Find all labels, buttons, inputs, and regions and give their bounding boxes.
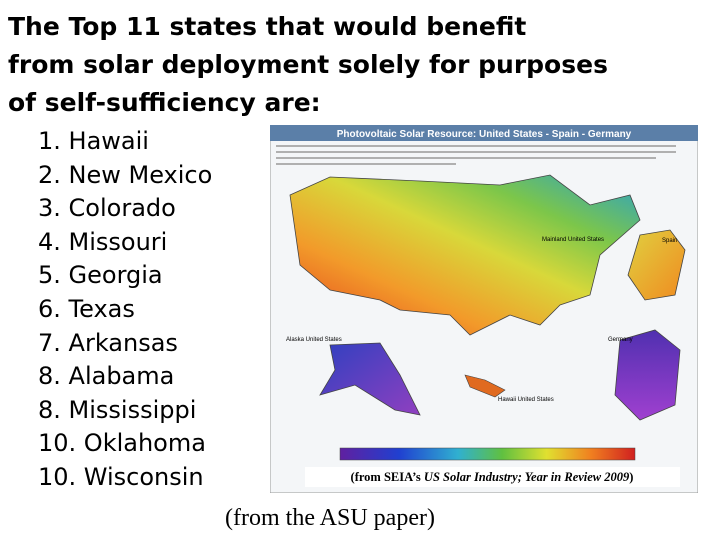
figure-header	[270, 125, 698, 141]
state-item: 10. Oklahoma	[38, 429, 206, 458]
slide-title: of self-sufficiency are:	[8, 88, 321, 117]
state-item: 1. Hawaii	[38, 127, 149, 155]
alaska-map	[319, 342, 421, 416]
state-item: 5. Georgia	[38, 261, 163, 290]
map-label: Alaska United States	[286, 337, 342, 343]
hawaii-map	[464, 374, 506, 398]
caption-text: (from SEIA’s	[351, 470, 424, 484]
caption-italic: US Solar Industry; Year in Review 2009	[424, 470, 630, 484]
caption-bg	[305, 467, 680, 487]
map-label: Hawaii United States	[498, 397, 554, 403]
state-item: 4. Missouri	[38, 227, 168, 256]
state-item: 10. Wisconsin	[38, 463, 204, 491]
germany-map	[614, 329, 681, 421]
solar-map-figure: Photovoltaic Solar Resource: United Stat…	[270, 125, 698, 493]
color-scale	[339, 447, 636, 461]
state-item: 2. New Mexico	[38, 160, 213, 189]
state-item: 8. Alabama	[38, 362, 175, 391]
figure-title: Photovoltaic Solar Resource: United Stat…	[337, 129, 632, 140]
us-map	[289, 174, 641, 336]
map-label: Germany	[608, 337, 633, 343]
figure-caption: (from SEIA’s US Solar Industry; Year in …	[351, 470, 634, 484]
map-label: Spain	[662, 238, 677, 244]
state-item: 6. Texas	[38, 295, 135, 323]
map-label: Mainland United States	[542, 237, 604, 243]
slide-title: from solar deployment solely for purpose…	[8, 50, 608, 79]
slide-title: The Top 11 states that would benefit	[8, 12, 527, 41]
fine-print	[276, 145, 676, 165]
state-item: 7. Arkansas	[38, 328, 178, 357]
source-note: (from the ASU paper)	[225, 505, 435, 531]
caption-text: )	[629, 470, 633, 484]
state-item: 8. Mississippi	[38, 395, 197, 424]
state-item: 3. Colorado	[38, 194, 176, 223]
spain-map	[627, 229, 686, 301]
